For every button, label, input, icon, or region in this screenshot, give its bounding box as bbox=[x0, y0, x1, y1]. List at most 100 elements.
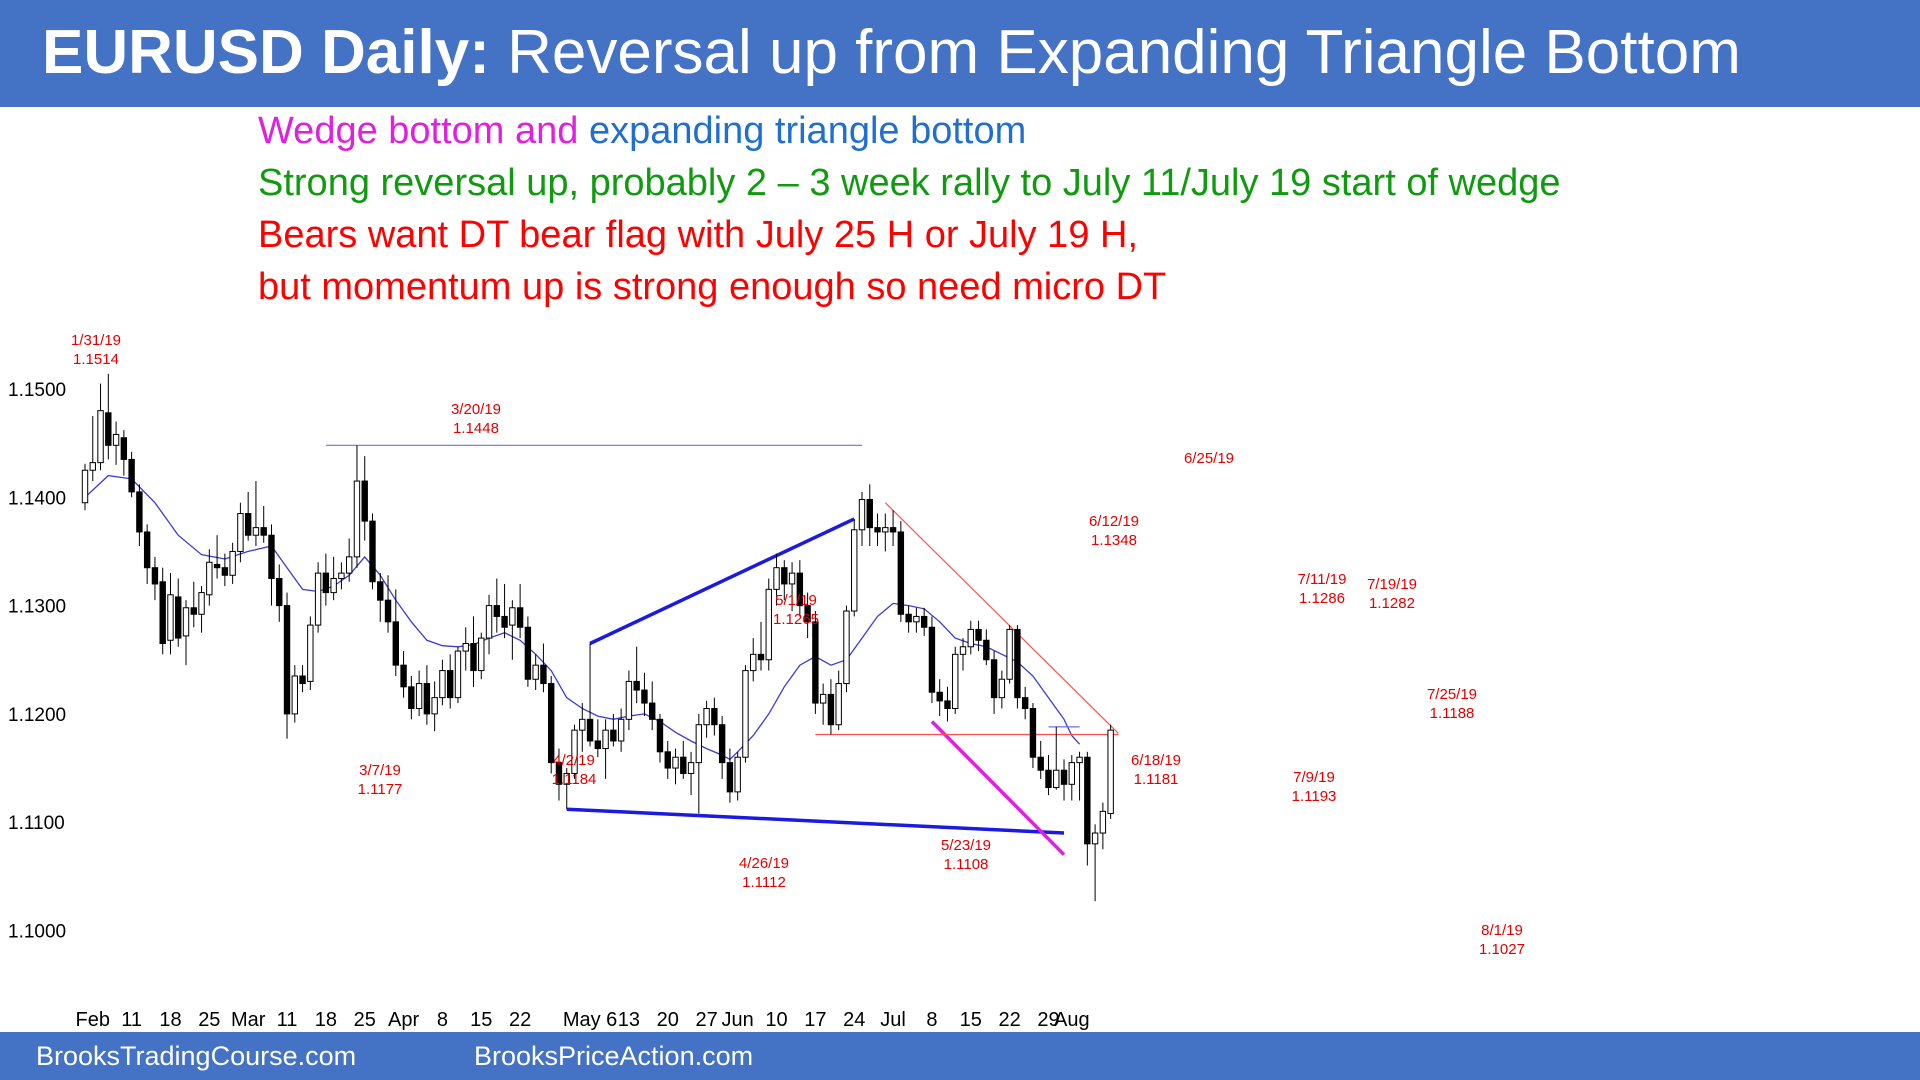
y-tick-label: 1.1300 bbox=[8, 597, 66, 618]
annotation-date: 6/12/19 bbox=[1089, 513, 1139, 530]
x-tick-label: 20 bbox=[657, 1009, 679, 1031]
annotation-date: 5/1/19 bbox=[775, 592, 817, 609]
candle-down bbox=[105, 412, 112, 446]
candle-down bbox=[384, 599, 392, 623]
candle-up bbox=[773, 567, 780, 590]
candle-up bbox=[415, 683, 423, 709]
annotation-date: 6/18/19 bbox=[1131, 752, 1181, 769]
candle-down bbox=[136, 491, 143, 533]
candle-up bbox=[439, 670, 446, 699]
annotation-price: 1.1193 bbox=[1292, 788, 1337, 805]
annotation-date: 6/25/19 bbox=[1184, 450, 1234, 467]
candle-down bbox=[944, 700, 951, 709]
annotation-date: 4/2/19 bbox=[553, 752, 595, 769]
triangle-top-line bbox=[589, 517, 855, 646]
candle-up bbox=[307, 624, 314, 682]
candle-up bbox=[330, 578, 337, 594]
candle-up bbox=[237, 513, 244, 552]
candle-down bbox=[408, 686, 415, 709]
candle-down bbox=[711, 707, 718, 726]
candle-up bbox=[998, 678, 1006, 699]
x-tick-label: 10 bbox=[765, 1009, 787, 1031]
candle-down bbox=[361, 480, 368, 522]
title-bar: EURUSD Daily: Reversal up from Expanding… bbox=[0, 0, 1920, 107]
candle-down bbox=[781, 567, 788, 585]
candle-down bbox=[990, 659, 998, 699]
candle-up bbox=[1099, 810, 1107, 834]
annotation-price: 1.1282 bbox=[1369, 595, 1415, 612]
candle-up bbox=[858, 498, 866, 531]
candle-down bbox=[260, 527, 267, 536]
candle-up bbox=[485, 605, 493, 639]
candle-down bbox=[796, 572, 804, 607]
candle-down bbox=[664, 751, 671, 769]
candle-up bbox=[1107, 729, 1114, 815]
candle-down bbox=[874, 527, 881, 533]
note-triangle: expanding triangle bottom bbox=[588, 110, 1027, 152]
candle-down bbox=[143, 531, 151, 569]
y-tick-label: 1.1200 bbox=[8, 705, 66, 726]
annotation-date: 7/9/19 bbox=[1293, 769, 1335, 786]
candle-down bbox=[555, 762, 563, 785]
x-tick-label: 11 bbox=[121, 1009, 142, 1031]
annotation-price: 1.1181 bbox=[1134, 771, 1179, 788]
annotation-price: 1.1177 bbox=[358, 781, 403, 798]
x-tick-label: 8 bbox=[926, 1009, 937, 1031]
footer-bar: BrooksTradingCourse.com BrooksPriceActio… bbox=[0, 1032, 1920, 1080]
candle-down bbox=[1084, 756, 1091, 845]
candle-up bbox=[851, 529, 858, 612]
candle-down bbox=[812, 621, 819, 704]
candle-down bbox=[610, 729, 617, 742]
candle-up bbox=[563, 772, 570, 785]
note-line-2: Strong reversal up, probably 2 – 3 week … bbox=[258, 162, 1561, 204]
candle-up bbox=[1053, 769, 1060, 789]
candle-up bbox=[967, 628, 974, 648]
candle-up bbox=[819, 693, 827, 704]
candle-down bbox=[726, 762, 734, 793]
candle-down bbox=[470, 643, 477, 672]
candle-down bbox=[540, 664, 547, 685]
candle-up bbox=[206, 561, 213, 596]
candle-down bbox=[516, 607, 524, 628]
candle-up bbox=[695, 724, 703, 764]
candle-up bbox=[617, 718, 625, 742]
candle-up bbox=[229, 550, 236, 576]
annotation-date: 1/31/19 bbox=[71, 332, 121, 349]
candle-down bbox=[656, 718, 664, 753]
candle-up bbox=[291, 675, 298, 715]
candle-up bbox=[687, 762, 695, 774]
candle-up bbox=[672, 756, 679, 769]
candle-up bbox=[742, 670, 749, 758]
candle-down bbox=[446, 670, 454, 699]
candle-down bbox=[299, 675, 306, 685]
candle-down bbox=[268, 534, 275, 580]
candle-up bbox=[314, 572, 322, 626]
candle-up bbox=[913, 615, 920, 623]
annotation-date: 3/7/19 bbox=[359, 762, 401, 779]
candle-up bbox=[462, 643, 469, 652]
annotation-price: 1.1448 bbox=[453, 420, 499, 437]
annotation-price: 1.1348 bbox=[1091, 532, 1137, 549]
candle-up bbox=[750, 653, 757, 672]
candle-up bbox=[765, 588, 772, 661]
x-tick-label: May 6 bbox=[563, 1009, 617, 1031]
candle-down bbox=[369, 520, 376, 583]
x-tick-label: 22 bbox=[999, 1009, 1021, 1031]
x-tick-label: 18 bbox=[159, 1009, 181, 1031]
candle-down bbox=[1060, 769, 1068, 785]
candle-down bbox=[128, 458, 135, 493]
candle-up bbox=[602, 729, 609, 750]
candle-down bbox=[151, 567, 159, 585]
chart-notes: Wedge bottom and expanding triangle bott… bbox=[258, 105, 1561, 313]
x-tick-label: 13 bbox=[618, 1009, 640, 1031]
candle-down bbox=[501, 615, 508, 628]
candle-up bbox=[1068, 762, 1075, 785]
candle-down bbox=[524, 626, 532, 680]
candle-down bbox=[377, 581, 384, 601]
y-tick-label: 1.1000 bbox=[8, 922, 66, 943]
y-tick-label: 1.1100 bbox=[8, 813, 65, 834]
candle-down bbox=[392, 621, 400, 666]
candle-down bbox=[827, 693, 835, 726]
x-tick-label: Mar bbox=[231, 1009, 266, 1031]
candle-down bbox=[276, 578, 283, 607]
